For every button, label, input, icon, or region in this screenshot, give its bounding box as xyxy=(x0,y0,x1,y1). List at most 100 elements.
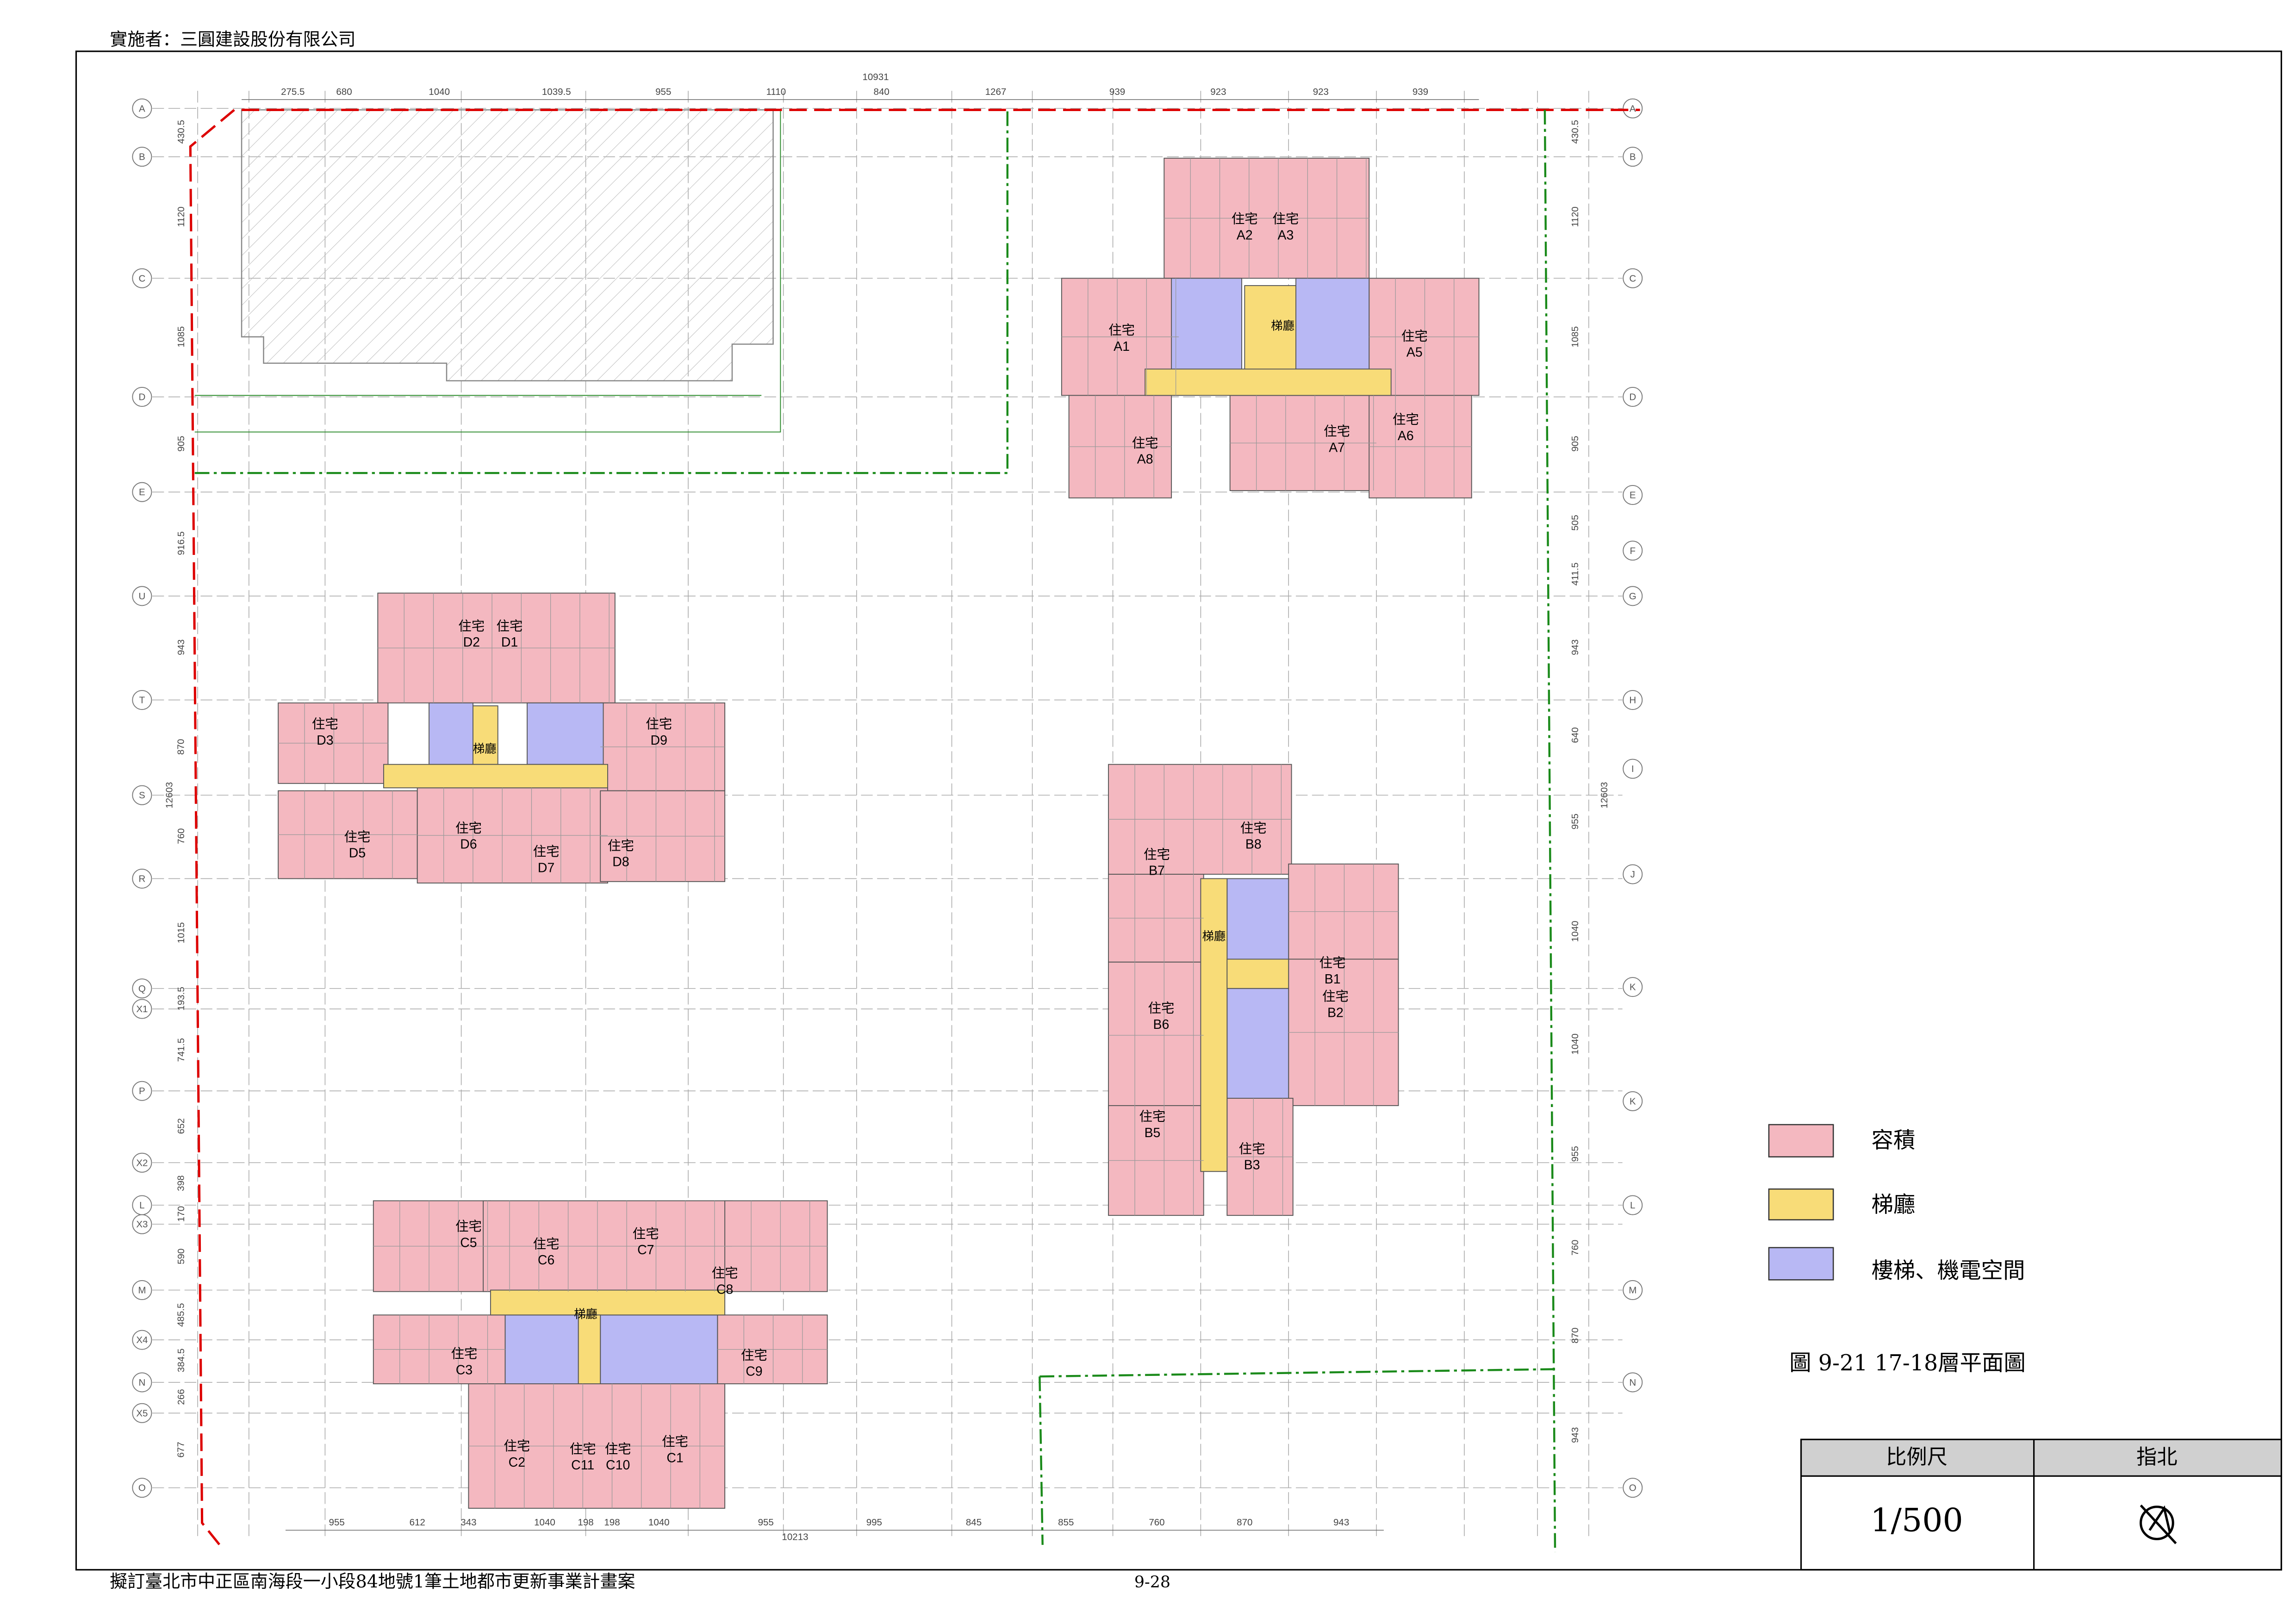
grid-bubble xyxy=(132,1330,152,1350)
legend-swatch xyxy=(1768,1188,1834,1220)
unit-type: 住宅 xyxy=(312,717,338,732)
unit-code: D6 xyxy=(460,837,477,852)
unit-type: 住宅 xyxy=(1132,436,1158,450)
unit-label: 住宅 D5 xyxy=(344,829,371,860)
unit-type: 住宅 xyxy=(533,844,560,859)
dimension: 741.5 xyxy=(176,1038,187,1062)
unit-code: A3 xyxy=(1277,228,1294,243)
unit-label: 住宅 C8 xyxy=(712,1266,738,1297)
floor-area xyxy=(490,1289,726,1316)
dimension: 905 xyxy=(1570,436,1580,452)
grid-label: E xyxy=(139,487,145,498)
dimension: 10931 xyxy=(862,72,889,82)
grid-label: B xyxy=(139,152,145,162)
floor-area xyxy=(383,764,608,789)
scale-value: 1/500 xyxy=(1870,1502,1963,1539)
floor-area xyxy=(1145,368,1392,396)
grid-label: S xyxy=(139,790,145,801)
grid-label: O xyxy=(1629,1483,1636,1493)
dimension: 905 xyxy=(176,436,187,452)
unit-label: 住宅 C7 xyxy=(633,1226,659,1257)
unit-code: D9 xyxy=(651,733,667,748)
unit-code: B1 xyxy=(1325,971,1341,986)
dimension: 1120 xyxy=(176,206,187,227)
grid-bubble xyxy=(132,147,152,167)
unit-code: C11 xyxy=(571,1458,594,1473)
dimension: 1040 xyxy=(1570,1033,1580,1055)
grid-label: T xyxy=(139,695,145,705)
unit-type: 住宅 xyxy=(570,1442,596,1456)
unit-label: 住宅 C5 xyxy=(455,1219,482,1250)
unit-code: A1 xyxy=(1114,339,1130,354)
grid-bubble xyxy=(1623,98,1643,118)
dimension: 760 xyxy=(1570,1240,1580,1256)
grid-label: L xyxy=(139,1200,144,1211)
floor-area xyxy=(1226,988,1289,1099)
grid-label: X4 xyxy=(136,1335,148,1345)
unit-type: 住宅 xyxy=(1144,847,1170,862)
unit-label: 住宅 A2 xyxy=(1232,212,1258,243)
grid-label: U xyxy=(138,591,145,602)
unit-type: 住宅 xyxy=(458,619,485,634)
grid-bubble xyxy=(132,978,152,999)
dimension: 943 xyxy=(1333,1517,1349,1528)
unit-type: 住宅 xyxy=(1401,329,1428,343)
lobby-label: 梯廳 xyxy=(574,1308,597,1321)
dimension: 198 xyxy=(578,1517,593,1528)
dimension: 266 xyxy=(176,1389,187,1405)
dimension: 760 xyxy=(176,828,187,844)
dimension: 1085 xyxy=(176,326,187,348)
unit-label: 住宅 B7 xyxy=(1144,847,1170,878)
unit-type: 住宅 xyxy=(741,1348,767,1363)
unit-label: 住宅 A6 xyxy=(1393,412,1419,443)
grid-label: X5 xyxy=(136,1408,148,1419)
table-head: 比例尺 xyxy=(1886,1445,1948,1469)
unit-label: 住宅 C6 xyxy=(533,1237,560,1268)
lobby-label: 梯廳 xyxy=(473,743,497,756)
dimension: 840 xyxy=(874,87,890,97)
unit-type: 住宅 xyxy=(1324,424,1350,439)
grid-label: H xyxy=(1629,695,1636,705)
unit-type: 住宅 xyxy=(497,619,523,634)
legend-label: 梯廳 xyxy=(1871,1192,1915,1218)
unit-code: C6 xyxy=(538,1253,554,1268)
unit-type: 住宅 xyxy=(1319,955,1346,970)
grid-bubble xyxy=(1623,1091,1643,1111)
dimension: 943 xyxy=(1570,1427,1580,1443)
dimension: 923 xyxy=(1210,87,1226,97)
grid-bubble xyxy=(132,1478,152,1498)
unit-type: 住宅 xyxy=(605,1442,631,1456)
unit-label: 住宅 B6 xyxy=(1148,1001,1174,1032)
grid-label: L xyxy=(1630,1200,1635,1211)
unit-type: 住宅 xyxy=(646,717,672,732)
dimension: 505 xyxy=(1570,515,1580,530)
dimension: 955 xyxy=(655,87,671,97)
unit-code: D2 xyxy=(463,635,480,650)
dimension: 275.5 xyxy=(281,87,305,97)
dimension: 612 xyxy=(410,1517,425,1528)
unit-label: 住宅 D3 xyxy=(312,717,338,748)
unit-type: 住宅 xyxy=(455,821,482,835)
unit-label: 住宅 B2 xyxy=(1322,989,1349,1020)
grid-bubble xyxy=(132,268,152,288)
grid-bubble xyxy=(132,999,152,1019)
unit-code: D7 xyxy=(538,860,554,875)
floor-area xyxy=(1171,278,1242,370)
dimension: 1039.5 xyxy=(542,87,571,97)
grid-label: D xyxy=(1629,392,1636,403)
unit-label: 住宅 D8 xyxy=(608,838,634,869)
dimension: 193.5 xyxy=(176,987,187,1010)
dimension: 640 xyxy=(1570,727,1580,743)
unit-type: 住宅 xyxy=(662,1434,688,1449)
grid-bubble xyxy=(132,690,152,710)
dimension: 411.5 xyxy=(1570,562,1580,585)
grid-bubble xyxy=(1623,1372,1643,1393)
dimension: 590 xyxy=(176,1249,187,1264)
grid-label: X3 xyxy=(136,1219,148,1230)
grid-label: X2 xyxy=(136,1157,148,1168)
dimension: 12603 xyxy=(164,782,174,809)
grid-bubble xyxy=(132,387,152,407)
unit-type: 住宅 xyxy=(344,829,371,844)
unit-label: 住宅 C3 xyxy=(451,1346,477,1377)
unit-type: 住宅 xyxy=(1322,989,1349,1004)
